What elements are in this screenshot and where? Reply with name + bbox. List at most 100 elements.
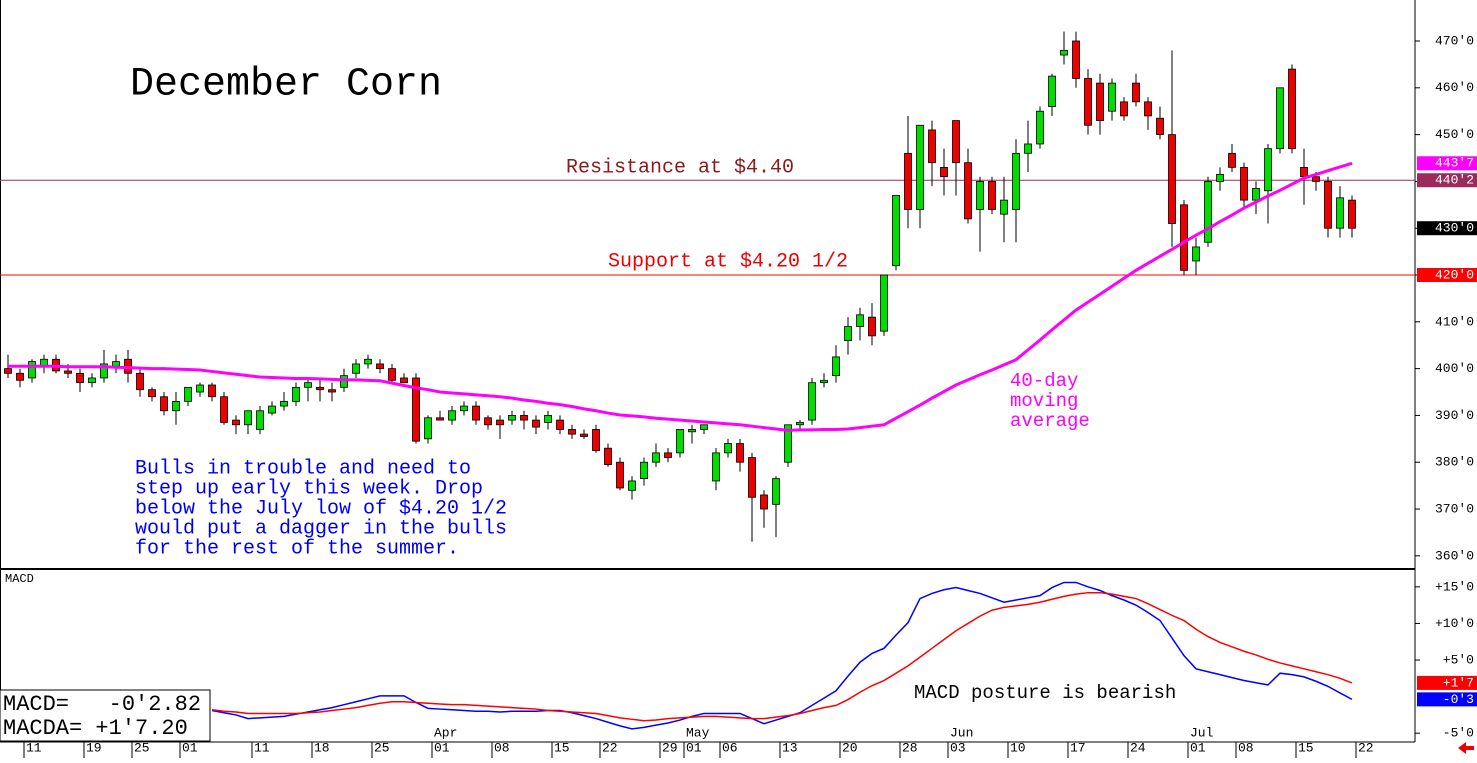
candle-body <box>772 478 780 505</box>
annotation: below the July low of $4.20 1/2 <box>135 497 507 520</box>
x-tick-label: 01 <box>182 740 198 755</box>
price-flag-label: 420'0 <box>1435 267 1474 282</box>
y-tick-label: +15'0 <box>1435 579 1474 594</box>
candle-body <box>208 384 216 398</box>
x-tick-label: 20 <box>842 740 858 755</box>
candle-body <box>652 452 660 463</box>
candle-body <box>748 457 756 498</box>
candle-body <box>1300 166 1308 178</box>
candle-body <box>448 410 456 421</box>
candle-body <box>160 396 168 412</box>
candle-body <box>544 415 552 423</box>
candle-body <box>724 443 732 454</box>
x-month-label: Apr <box>434 725 457 740</box>
price-flag <box>1417 268 1477 283</box>
candle-body <box>856 314 864 327</box>
chart-title: December Corn <box>130 63 442 108</box>
price-flag <box>1417 221 1477 236</box>
price-flag-label: +1'7 <box>1443 675 1474 690</box>
candle-body <box>688 429 696 433</box>
candle-body <box>1060 49 1068 56</box>
x-tick-label: 11 <box>26 740 42 755</box>
candle-body <box>628 480 636 491</box>
candle-body <box>4 368 12 374</box>
x-tick-label: 10 <box>1010 740 1026 755</box>
readout: MACD= -0'2.82 <box>3 692 201 717</box>
candle-body <box>460 405 468 412</box>
candle-body <box>388 368 396 381</box>
candle-body <box>964 162 972 220</box>
moving-average <box>8 161 1353 432</box>
candle-body <box>940 166 948 178</box>
candle-body <box>1072 40 1080 79</box>
candle-body <box>832 356 840 377</box>
candle-body <box>736 443 744 463</box>
price-flag-label: 440'2 <box>1435 173 1474 188</box>
price-flag-label: 430'0 <box>1435 221 1474 236</box>
candle-body <box>868 316 876 337</box>
readout: MACDA= +1'7.20 <box>3 716 188 741</box>
candle-body <box>1252 188 1260 201</box>
candle-body <box>436 417 444 421</box>
y-tick-label: 450'0 <box>1435 127 1474 142</box>
candle-body <box>88 377 96 384</box>
y-tick-label: 410'0 <box>1435 314 1474 329</box>
candle-body <box>64 370 72 374</box>
candle-body <box>172 400 180 412</box>
annotation: Support at $4.20 1/2 <box>608 250 848 273</box>
candle-body <box>1144 101 1152 117</box>
candle-body <box>880 274 888 332</box>
scroll-arrow[interactable] <box>1458 742 1474 754</box>
candle-body <box>520 415 528 421</box>
x-month-label: Jun <box>950 725 973 740</box>
candle-body <box>1192 246 1200 262</box>
x-tick-label: 25 <box>134 740 150 755</box>
candle-body <box>1324 181 1332 229</box>
candle-body <box>1096 82 1104 121</box>
candle-body <box>148 389 156 398</box>
annotation: Resistance at $4.40 <box>566 156 794 179</box>
candle-body <box>292 386 300 402</box>
candle-body <box>1012 152 1020 210</box>
price-flag-label: 443'7 <box>1435 156 1474 171</box>
candle-body <box>400 377 408 384</box>
x-month-label: May <box>686 725 710 740</box>
x-tick-label: 17 <box>1070 740 1086 755</box>
candle-body <box>1108 82 1116 112</box>
y-tick-label: 470'0 <box>1435 33 1474 48</box>
candle-body <box>1120 101 1128 117</box>
candle-body <box>892 195 900 267</box>
annotation: 40-day <box>1010 370 1078 392</box>
candle-body <box>184 386 192 402</box>
readout-box <box>0 689 211 742</box>
candle-body <box>844 326 852 341</box>
x-tick-label: 01 <box>434 740 450 755</box>
candle-body <box>376 363 384 370</box>
candle-body <box>1276 87 1284 150</box>
x-tick-label: 03 <box>950 740 966 755</box>
candle-body <box>1084 78 1092 126</box>
candle-body <box>196 384 204 393</box>
macd-line <box>211 581 1353 730</box>
candle-body <box>280 400 288 407</box>
candle-body <box>136 372 144 391</box>
candle-body <box>700 424 708 430</box>
candle-body <box>904 152 912 210</box>
candle-body <box>100 363 108 379</box>
candle-body <box>916 124 924 210</box>
x-tick-label: 28 <box>902 740 918 755</box>
candle-body <box>592 429 600 451</box>
candle-body <box>340 375 348 388</box>
candle-body <box>364 358 372 365</box>
price-flag <box>1417 675 1477 690</box>
candle-body <box>1288 68 1296 150</box>
x-month-label: Jul <box>1190 725 1214 740</box>
price-flag-label: -0'3 <box>1443 692 1474 707</box>
candle-body <box>76 372 84 384</box>
layer: 440'2 420'0 443'7 430'0 +1'7 -0'3 <box>1417 156 1477 707</box>
y-tick-label: -5'0 <box>1443 726 1474 741</box>
candle-body <box>784 424 792 463</box>
candle-body <box>244 410 252 426</box>
